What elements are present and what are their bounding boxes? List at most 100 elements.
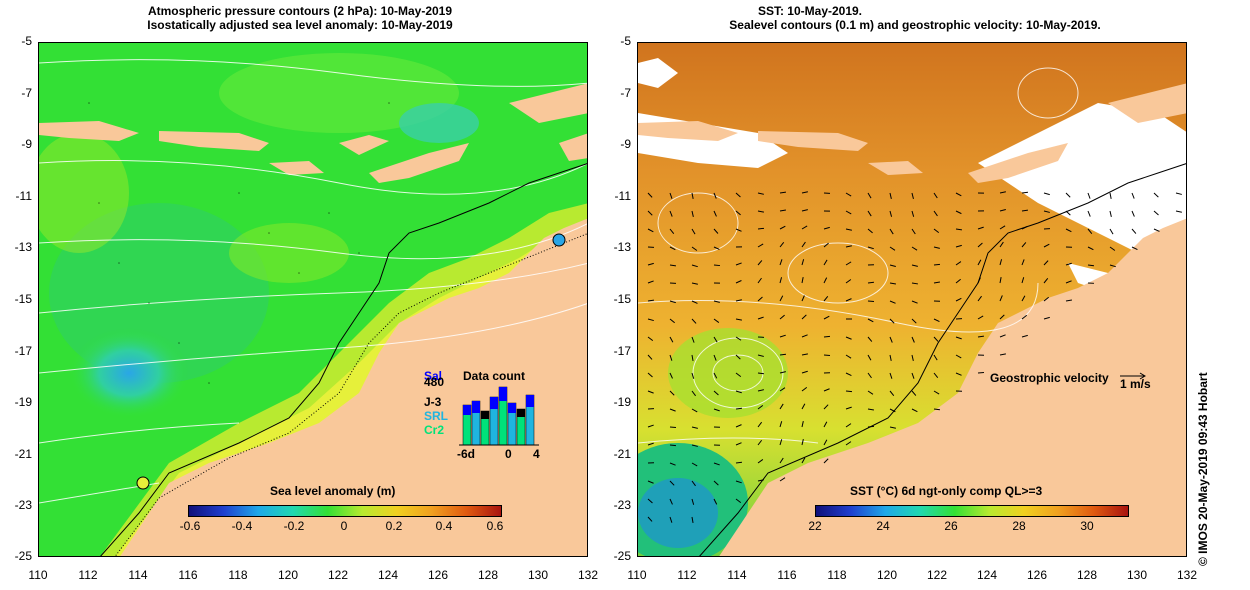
sla-tick-3: -0.2 bbox=[283, 519, 305, 533]
velocity-vector bbox=[889, 318, 895, 324]
left-lat-tick: -25 bbox=[14, 549, 32, 563]
velocity-vector bbox=[735, 228, 742, 232]
velocity-vector bbox=[691, 336, 695, 343]
velocity-vector bbox=[999, 241, 1004, 248]
velocity-vector bbox=[889, 408, 896, 413]
sla-tick-4: 0 bbox=[340, 519, 348, 533]
velocity-vector bbox=[735, 498, 742, 504]
velocity-vector bbox=[1021, 259, 1025, 266]
velocity-vector bbox=[1109, 210, 1112, 217]
velocity-vector bbox=[845, 279, 852, 284]
right-lat-tick: -15 bbox=[613, 292, 631, 306]
velocity-vector bbox=[757, 243, 764, 248]
velocity-vector bbox=[1043, 296, 1049, 302]
right-lon-tick: 124 bbox=[976, 568, 998, 582]
velocity-vector bbox=[823, 315, 830, 320]
velocity-vector bbox=[669, 264, 677, 267]
velocity-vector bbox=[1131, 210, 1135, 217]
velocity-vector bbox=[955, 372, 962, 376]
velocity-vector bbox=[691, 480, 696, 487]
velocity-vector bbox=[713, 246, 720, 250]
velocity-vector bbox=[823, 226, 830, 230]
imos-credit: © IMOS 20-May-2019 09:43 Hobart bbox=[1196, 372, 1210, 566]
velocity-vector bbox=[801, 209, 808, 212]
velocity-vector bbox=[647, 480, 654, 484]
velocity-vector bbox=[999, 334, 1006, 338]
velocity-vector bbox=[669, 192, 673, 199]
velocity-vector bbox=[889, 372, 893, 379]
velocity-vector bbox=[845, 372, 852, 377]
velocity-vector bbox=[735, 480, 742, 484]
velocity-vector bbox=[669, 336, 674, 343]
sla-tick-1: -0.6 bbox=[179, 519, 201, 533]
velocity-vector bbox=[779, 387, 786, 392]
velocity-vector bbox=[933, 281, 940, 284]
velocity-vector bbox=[867, 408, 874, 411]
sla-tick-2: -0.4 bbox=[231, 519, 253, 533]
velocity-vector bbox=[933, 318, 940, 323]
velocity-vector bbox=[647, 228, 654, 233]
sst-tick-5: 30 bbox=[1080, 519, 1094, 533]
velocity-vector bbox=[757, 372, 765, 375]
velocity-vector bbox=[647, 516, 653, 522]
sla-colorbar bbox=[188, 505, 502, 517]
velocity-vector bbox=[845, 298, 852, 302]
sst-map bbox=[638, 43, 1186, 556]
velocity-vector bbox=[1065, 210, 1071, 216]
velocity-vector bbox=[669, 318, 675, 324]
left-lon-tick: 118 bbox=[228, 568, 248, 582]
velocity-vector bbox=[669, 210, 673, 217]
velocity-vector bbox=[889, 300, 896, 304]
velocity-vector bbox=[669, 480, 675, 486]
legend-label-srl: SRL bbox=[424, 409, 448, 423]
velocity-vector bbox=[867, 281, 875, 284]
velocity-vector bbox=[779, 295, 784, 302]
velocity-vector bbox=[1021, 191, 1029, 194]
left-lon-tick: 114 bbox=[128, 568, 148, 582]
right-title-2: Sealevel contours (0.1 m) and geostrophi… bbox=[729, 18, 1101, 32]
left-title-2: Isostatically adjusted sea level anomaly… bbox=[147, 18, 453, 32]
velocity-vector bbox=[911, 372, 915, 379]
velocity-vector bbox=[889, 282, 896, 285]
velocity-vector bbox=[933, 372, 939, 379]
velocity-scale: 1 m/s bbox=[1120, 377, 1151, 391]
sla-map bbox=[39, 43, 587, 556]
velocity-vector bbox=[779, 371, 786, 374]
velocity-vector bbox=[647, 210, 653, 216]
velocity-vector bbox=[647, 280, 654, 284]
left-lat-tick: -13 bbox=[14, 240, 32, 254]
velocity-vector bbox=[845, 423, 852, 428]
data-count-bars bbox=[459, 386, 539, 446]
velocity-vector bbox=[867, 390, 874, 395]
velocity-vector bbox=[713, 210, 717, 217]
velocity-vector bbox=[691, 426, 698, 429]
velocity-vector bbox=[889, 210, 893, 217]
velocity-vector bbox=[867, 425, 875, 428]
left-lon-tick: 112 bbox=[78, 568, 98, 582]
left-lat-tick: -5 bbox=[21, 34, 32, 48]
velocity-vector bbox=[669, 354, 673, 361]
right-lat-tick: -23 bbox=[613, 498, 631, 512]
sla-map-panel: Data count Sal 480 J-3 SRL Cr2 bbox=[38, 42, 588, 557]
velocity-vector bbox=[845, 441, 852, 446]
velocity-vector bbox=[867, 354, 872, 361]
right-lat-tick: -11 bbox=[614, 189, 631, 203]
velocity-vector bbox=[801, 403, 806, 410]
velocity-vector bbox=[911, 282, 919, 285]
sst-colorbar bbox=[815, 505, 1129, 517]
velocity-vector bbox=[669, 462, 676, 466]
right-lon-tick: 126 bbox=[1026, 568, 1048, 582]
velocity-vector bbox=[691, 498, 695, 505]
velocity-vector bbox=[999, 277, 1002, 284]
velocity-vector bbox=[955, 210, 962, 215]
velocity-vector bbox=[691, 192, 694, 199]
velocity-vector bbox=[757, 421, 763, 428]
velocity-vector bbox=[867, 300, 875, 303]
sst-tick-1: 22 bbox=[808, 519, 822, 533]
velocity-vector bbox=[779, 334, 786, 338]
velocity-vector bbox=[1153, 210, 1159, 216]
velocity-vector bbox=[779, 259, 783, 266]
velocity-vector bbox=[933, 390, 940, 395]
velocity-vector bbox=[757, 210, 764, 213]
velocity-vector bbox=[1087, 228, 1093, 234]
